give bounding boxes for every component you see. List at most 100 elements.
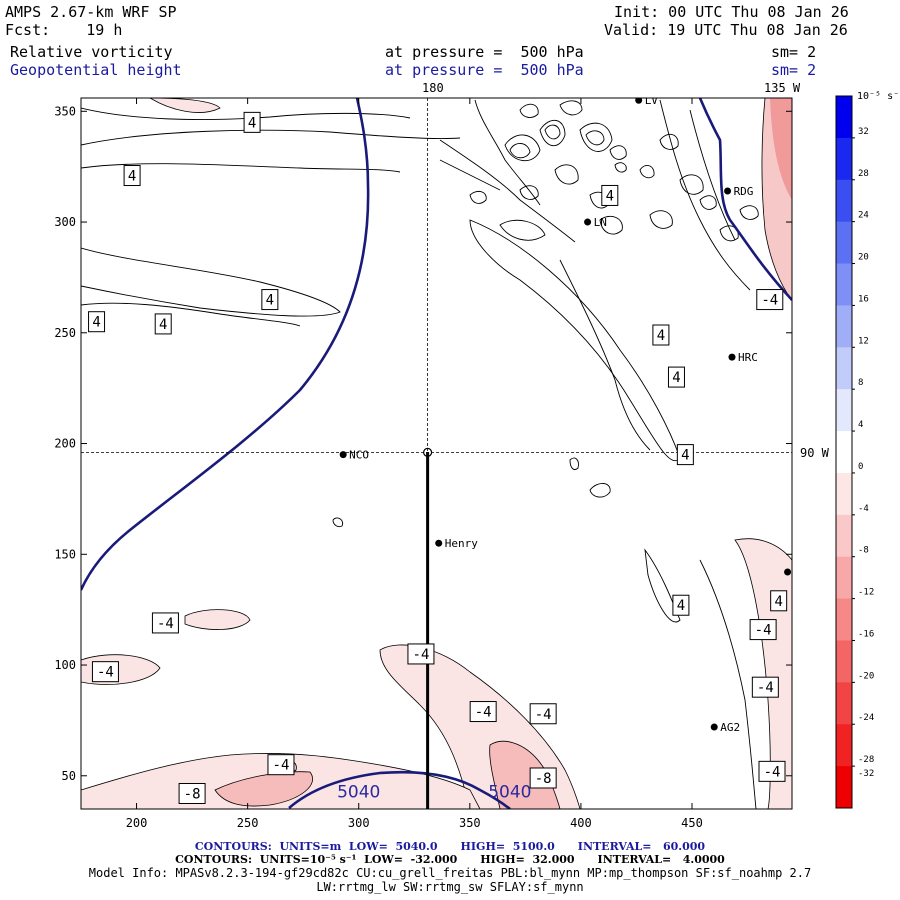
- contour-label: -4: [475, 705, 492, 721]
- contour-label: 4: [248, 115, 256, 131]
- colorbar-swatch: [836, 682, 852, 725]
- level-vorticity: at pressure = 500 hPa: [385, 43, 584, 61]
- contour-label: -4: [97, 665, 114, 681]
- colorbar-tick-label: 32: [858, 127, 869, 137]
- contour-label: -8: [535, 771, 552, 787]
- station-dot: [724, 187, 732, 195]
- model-info-line: Model Info: MPASv8.2.3-194-gf29cd82c CU:…: [88, 866, 812, 880]
- contour-label-box: [261, 289, 279, 311]
- contour-label-box: [676, 444, 694, 466]
- contour-label-box: [91, 661, 119, 683]
- station-dot: [339, 451, 347, 459]
- colorbar-swatch: [836, 598, 852, 641]
- colorbar-swatch: [836, 263, 852, 306]
- station-dot: [635, 98, 643, 104]
- meridian-180-label: 180: [422, 81, 444, 95]
- station-dot: [710, 723, 718, 731]
- contour-label-box: [756, 289, 784, 311]
- station-label: LV: [645, 94, 659, 107]
- contour-label: 4: [266, 293, 274, 309]
- colorbar-tick-label: -8: [858, 546, 869, 556]
- station-dot: [435, 539, 443, 547]
- colorbar-tick-label: 24: [858, 211, 869, 221]
- init-time: Init: 00 UTC Thu 08 Jan 26: [614, 3, 849, 21]
- x-tick-label: 400: [570, 816, 592, 830]
- colorbar-swatch: [836, 640, 852, 683]
- contour-label: -4: [413, 647, 430, 663]
- station-label: LN: [594, 216, 607, 229]
- station-label: Henry: [445, 537, 478, 550]
- height-contour-label: 5040: [337, 782, 380, 802]
- y-tick-label: 50: [62, 769, 76, 783]
- contour-label-box: [407, 643, 435, 665]
- colorbar-tick-label: 28: [858, 169, 869, 179]
- station-dot: [728, 353, 736, 361]
- colorbar-tick-label: 20: [858, 253, 869, 263]
- contour-label: -4: [757, 680, 774, 696]
- colorbar-swatch: [836, 137, 852, 181]
- contour-label: -8: [184, 786, 201, 802]
- colorbar-swatch: [836, 514, 852, 558]
- contour-label-box: [151, 612, 179, 634]
- axis-ticks: 200 250 300 350 400 450 50 100 150 200 250 300 350: [54, 98, 792, 830]
- contour-label: 4: [774, 594, 782, 610]
- colorbar-unit-label: 10⁻⁵ s⁻¹: [857, 91, 900, 102]
- contour-label-box: [601, 184, 619, 206]
- crosshair-center: [423, 447, 433, 457]
- positive-vorticity-contours: [81, 99, 757, 809]
- y-tick-label: 250: [54, 326, 76, 340]
- contour-label: -4: [273, 758, 290, 774]
- colorbar-tick-label: -32: [858, 769, 874, 779]
- colorbar-swatch: [836, 431, 852, 474]
- colorbar-tick-label: 8: [858, 378, 863, 388]
- field-height: Geopotential height: [10, 61, 182, 79]
- colorbar-swatch: [836, 472, 852, 516]
- contour-label-box: [672, 594, 690, 616]
- colorbar-swatch: [836, 305, 852, 348]
- contour-label: -4: [535, 707, 552, 723]
- station-label: RDG: [734, 185, 754, 198]
- x-tick-label: 200: [126, 816, 148, 830]
- x-tick-label: 300: [348, 816, 370, 830]
- contour-label-box: [267, 754, 295, 776]
- station-label: NCO: [349, 449, 369, 462]
- vorticity-contour-info: CONTOURS: UNITS=10⁻⁵ s⁻¹ LOW= -32.000 HI…: [175, 853, 725, 866]
- height-labels: 5040 5040: [337, 782, 531, 802]
- contour-label: 4: [672, 370, 680, 386]
- x-tick-label: 350: [459, 816, 481, 830]
- height-contour-info: CONTOURS: UNITS=m LOW= 5040.0 HIGH= 5100…: [194, 840, 706, 853]
- contour-label-box: [243, 111, 261, 133]
- station-label: HRC: [738, 351, 758, 364]
- contour-label: 4: [128, 169, 136, 185]
- height-contour-label: 5040: [488, 782, 531, 802]
- model-info-line-2: LW:rrtmg_lw SW:rrtmg_sw SFLAY:sf_mynn: [316, 880, 584, 894]
- contour-label-box: [652, 324, 670, 346]
- forecast-hour: Fcst: 19 h: [5, 21, 123, 39]
- colorbar-swatch: [836, 724, 852, 767]
- contour-label-box: [667, 366, 685, 388]
- y-tick-label: 100: [54, 658, 76, 672]
- contour-label-box: [770, 590, 788, 612]
- contour-label: 4: [657, 328, 665, 344]
- y-tick-label: 150: [54, 547, 76, 561]
- colorbar-tick-label: -12: [858, 588, 874, 598]
- colorbar-tick-label: -28: [858, 755, 874, 765]
- x-tick-label: 250: [237, 816, 259, 830]
- colorbar-tick-label: 0: [858, 462, 863, 472]
- field-vorticity: Relative vorticity: [10, 43, 173, 61]
- contour-label: -4: [157, 616, 174, 632]
- contour-label-box: [758, 760, 786, 782]
- stations: NCO Henry HRC RDG LN LV AG2: [339, 94, 792, 734]
- colorbar-swatch: [836, 347, 852, 390]
- contour-label: 4: [677, 598, 685, 614]
- smoothing-vorticity: sm= 2: [771, 43, 817, 61]
- contour-label-box: [154, 313, 172, 335]
- colorbar-swatch: [836, 96, 852, 139]
- colorbar-tick-label: 16: [858, 294, 869, 304]
- colorbar-swatch: [836, 389, 852, 432]
- station-dot: [584, 218, 592, 226]
- meridian-90w-label: 90 W: [800, 446, 829, 460]
- contour-label-box: [88, 311, 106, 333]
- contour-label: -4: [755, 623, 772, 639]
